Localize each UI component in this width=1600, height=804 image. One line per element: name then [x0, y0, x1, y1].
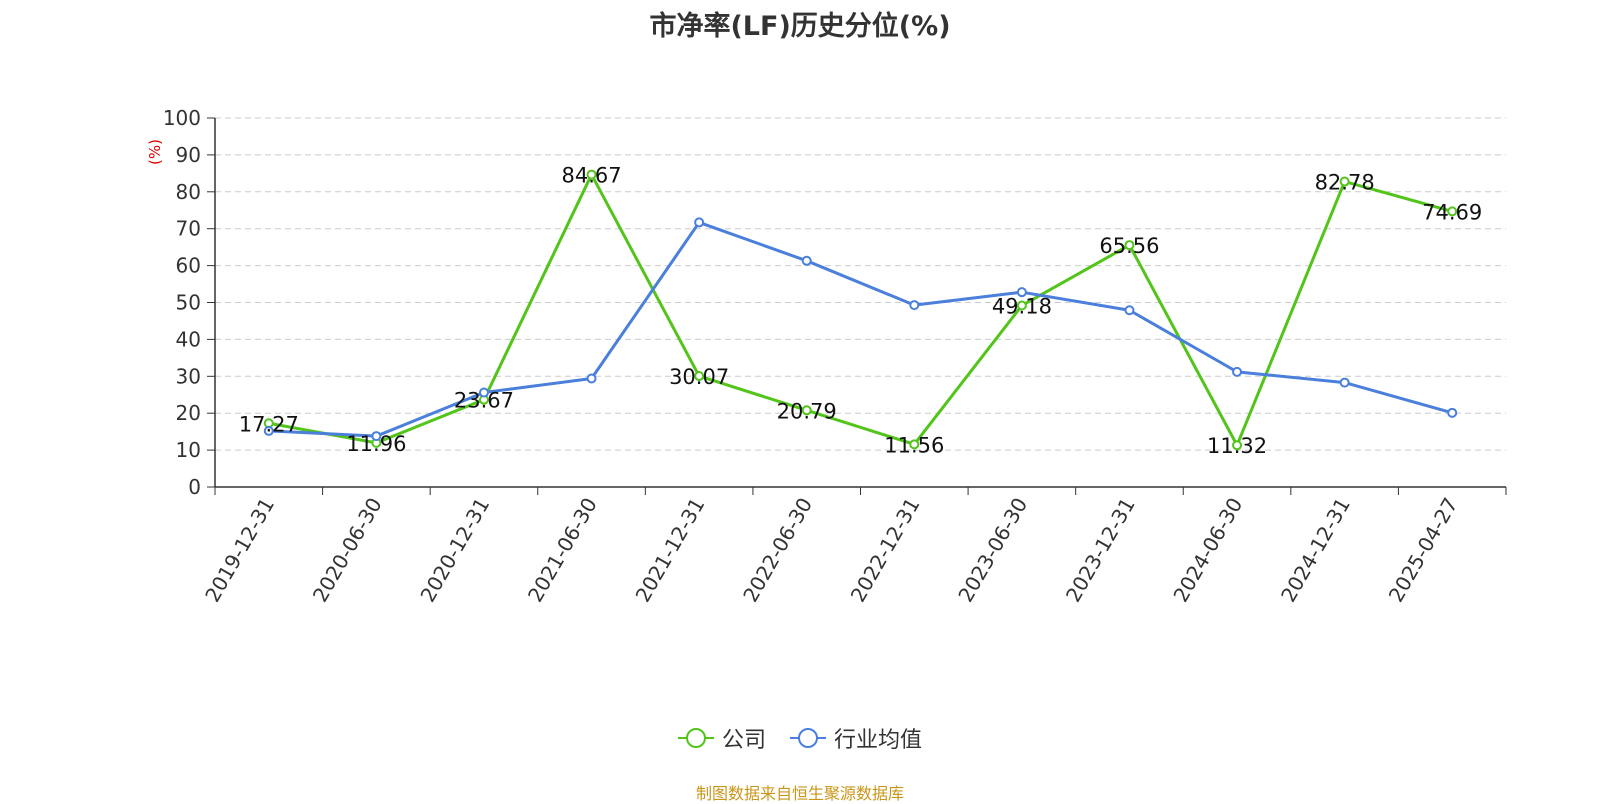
- data-label: 65.56: [1099, 234, 1159, 258]
- source-note: 制图数据来自恒生聚源数据库: [695, 784, 904, 803]
- y-tick-label: 90: [176, 143, 201, 167]
- data-point-industry: [694, 217, 705, 228]
- x-tick-label: 2022-12-31: [846, 494, 925, 607]
- y-tick-label: 0: [188, 475, 201, 499]
- x-tick-label: 2025-04-27: [1384, 494, 1463, 607]
- data-point-company: [1447, 206, 1458, 217]
- data-point-company: [909, 439, 920, 450]
- data-point-industry: [1016, 287, 1027, 298]
- x-tick-label: 2020-12-31: [415, 494, 494, 607]
- data-point-industry: [1232, 366, 1243, 377]
- legend-label-industry: 行业均值: [834, 728, 923, 753]
- series-line-industry: [268, 220, 1453, 438]
- data-labels: 17.27 11.96 23.67 84.67 30.07 20.79 11.56 49.18…: [239, 164, 1483, 459]
- legend-item-company[interactable]: 公司: [677, 722, 766, 754]
- data-label: 11.56: [884, 433, 944, 457]
- x-tick-label: 2020-06-30: [308, 494, 387, 607]
- x-tick-label: 2022-06-30: [738, 494, 817, 607]
- x-tick-label: 2023-12-31: [1061, 494, 1140, 607]
- data-label: 30.07: [669, 365, 729, 389]
- x-tick-label: 2021-06-30: [523, 494, 602, 607]
- data-label: 82.78: [1315, 171, 1375, 195]
- y-tick-label: 30: [176, 364, 201, 388]
- data-point-industry: [263, 425, 274, 436]
- legend: 公司 行业均值: [0, 722, 1600, 754]
- data-point-industry: [478, 387, 489, 398]
- series-line-company: [268, 173, 1453, 447]
- x-tick-label: 2024-12-31: [1276, 494, 1355, 607]
- y-tick-label: 50: [176, 291, 201, 315]
- data-point-company: [801, 405, 812, 416]
- y-axis-label: (%): [146, 139, 164, 165]
- data-label: 49.18: [992, 295, 1052, 319]
- x-tick-label: 2021-12-31: [631, 494, 710, 607]
- line-chart: 0 10 20 30 40 50 60 70 80 90 100 (%) 2019-12-31 2020-…: [146, 106, 1507, 607]
- y-tick-label: 100: [163, 106, 201, 130]
- chart-title: 市净率(LF)历史分位(%): [649, 11, 951, 42]
- x-tick-label: 2024-06-30: [1168, 494, 1247, 607]
- data-point-industry: [586, 373, 597, 384]
- data-point-company: [1124, 240, 1135, 251]
- data-point-company: [1016, 300, 1027, 311]
- data-point-industry: [1447, 407, 1458, 418]
- data-point-company: [694, 371, 705, 382]
- legend-marker-company: [677, 728, 714, 748]
- data-label: 74.69: [1422, 200, 1482, 224]
- gridlines: [215, 117, 1506, 451]
- legend-marker-industry: [790, 728, 826, 748]
- y-tick-label: 40: [176, 327, 201, 351]
- data-point-industry: [371, 431, 382, 442]
- data-label: 11.32: [1207, 434, 1267, 458]
- data-point-industry: [801, 255, 812, 266]
- data-label: 23.67: [454, 389, 514, 413]
- data-point-company: [586, 169, 597, 180]
- data-point-industry: [1124, 305, 1135, 316]
- data-label: 20.79: [777, 399, 837, 423]
- legend-item-industry[interactable]: 行业均值: [790, 722, 922, 754]
- x-tick-label: 2023-06-30: [953, 494, 1032, 607]
- y-tick-label: 80: [176, 180, 201, 204]
- x-tick-label: 2019-12-31: [200, 494, 279, 607]
- axes: 0 10 20 30 40 50 60 70 80 90 100 (%) 2019-12-31 2020-…: [146, 106, 1507, 607]
- y-tick-label: 70: [176, 217, 201, 241]
- series-lines: [263, 169, 1458, 451]
- legend-label-company: 公司: [721, 728, 766, 753]
- data-label: 17.27: [239, 412, 299, 436]
- data-point-industry: [1339, 377, 1350, 388]
- data-point-company: [1232, 440, 1243, 451]
- y-tick-label: 20: [176, 401, 201, 425]
- data-label: 84.67: [561, 164, 621, 188]
- data-point-company: [1339, 176, 1350, 187]
- data-point-industry: [909, 300, 920, 311]
- data-label: 11.96: [346, 432, 406, 456]
- y-tick-label: 10: [176, 438, 201, 462]
- y-tick-label: 60: [176, 254, 201, 278]
